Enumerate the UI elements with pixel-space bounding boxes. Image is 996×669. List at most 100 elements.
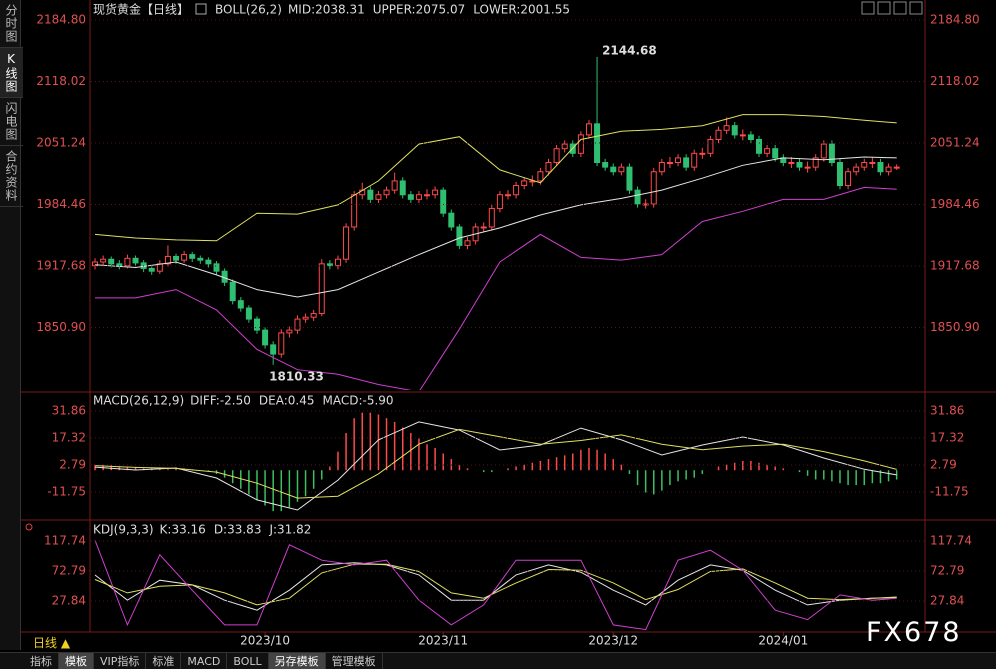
candle-body: [796, 162, 803, 168]
sidebar-tab[interactable]: 分时图: [0, 0, 23, 48]
candle-body: [164, 255, 171, 265]
candle-body: [367, 189, 374, 200]
candle-body: [683, 157, 690, 168]
candle-body: [545, 162, 552, 173]
candle-body: [723, 125, 730, 131]
legend-label: 现货黄金【日线】: [93, 2, 189, 17]
candle-body: [229, 281, 236, 302]
candle-body: [513, 185, 520, 196]
candle-body: [343, 226, 350, 260]
candle-body: [286, 329, 293, 334]
candle-body: [270, 344, 277, 355]
candle-body: [173, 255, 180, 261]
candle-body: [294, 318, 301, 331]
toolbar-tab[interactable]: BOLL: [227, 653, 269, 669]
toolbar-tab[interactable]: VIP指标: [94, 653, 147, 669]
candle-body: [415, 194, 422, 200]
candle-body: [836, 162, 843, 187]
legend-label: J:31.82: [268, 523, 311, 537]
indicator-line: [94, 421, 897, 511]
y-tick-label: 17.32: [52, 431, 86, 445]
candle-body: [877, 162, 884, 173]
toolbar-tab[interactable]: 指标: [24, 653, 59, 669]
candle-body: [488, 208, 495, 228]
low-annotation: 1810.33: [269, 369, 324, 383]
indicator-line: [94, 562, 897, 611]
candle-body: [391, 180, 398, 191]
y-tick-label: 27.84: [52, 594, 86, 608]
candle-body: [585, 123, 592, 136]
candle-body: [675, 157, 682, 164]
toolbar-tab[interactable]: MACD: [181, 653, 228, 669]
y-tick-label: 1984.46: [930, 197, 980, 211]
plot-area: [94, 412, 898, 512]
indicator-line: [94, 563, 897, 606]
sidebar-tab[interactable]: 闪电图: [0, 98, 23, 146]
candle-body: [464, 240, 471, 246]
candle-body: [205, 259, 212, 265]
candle-body: [262, 329, 269, 346]
legend-label: DEA:0.45: [259, 394, 315, 408]
window-controls: [861, 1, 923, 15]
candle-body: [505, 194, 511, 197]
settings-icon[interactable]: [25, 523, 33, 531]
legend-label: DIFF:-2.50: [190, 394, 251, 408]
candle-body: [715, 129, 722, 140]
y-tick-label: 117.74: [44, 533, 86, 547]
sidebar-tab[interactable]: 合约资料: [0, 146, 23, 207]
candle-body: [861, 162, 868, 168]
candle-body: [383, 189, 390, 196]
toolbar-tab[interactable]: 管理模板: [326, 653, 383, 669]
y-tick-label: 117.74: [930, 533, 972, 547]
candle-body: [553, 148, 560, 164]
plot-area: [94, 540, 897, 631]
y-tick-label: 2.79: [59, 458, 86, 472]
toolbar-tab[interactable]: 另存模板: [268, 653, 326, 669]
y-tick-label: 1850.90: [930, 320, 980, 334]
y-tick-label: 31.86: [52, 404, 86, 418]
legend-label: D:33.83: [214, 523, 262, 537]
candle-body: [108, 258, 115, 265]
candle-body: [893, 166, 900, 169]
toolbar-tab[interactable]: 模板: [59, 653, 94, 669]
y-tick-label: 1917.68: [36, 258, 86, 272]
candle-body: [253, 318, 260, 331]
candle-body: [845, 171, 852, 187]
candle-body: [440, 189, 447, 214]
y-tick-label: 27.84: [930, 594, 964, 608]
indicator-line: [94, 540, 897, 631]
period-label[interactable]: 日线: [33, 636, 58, 650]
candle-body: [707, 138, 714, 154]
toolbar-tab[interactable]: 标准: [146, 653, 182, 669]
candle-body: [237, 300, 244, 309]
candle-body: [407, 194, 414, 200]
indicator-line: [95, 186, 897, 390]
y-tick-label: 17.32: [930, 431, 964, 445]
legend-label: LOWER:2001.55: [473, 3, 570, 17]
candle-body: [496, 194, 503, 210]
candle-body: [189, 254, 196, 259]
candle-body: [326, 263, 333, 267]
y-tick-label: -11.75: [930, 485, 969, 499]
period-selector[interactable]: 日线 ▲: [33, 636, 71, 650]
x-tick-label: 2024/01: [758, 634, 808, 648]
legend-label: K:33.16: [160, 523, 206, 537]
candle-body: [610, 166, 617, 173]
candle-body: [626, 166, 633, 191]
x-tick-label: 2023/12: [588, 634, 638, 648]
candle-body: [148, 267, 155, 272]
sidebar-tab[interactable]: K线图: [0, 48, 23, 98]
y-tick-label: 2.79: [930, 458, 957, 472]
candle-body: [731, 125, 738, 136]
watermark: FX678: [866, 617, 962, 648]
candle-body: [739, 134, 746, 137]
candle-body: [351, 194, 358, 228]
candle-body: [869, 162, 876, 165]
candle-body: [853, 166, 860, 173]
y-tick-label: 2184.80: [930, 12, 980, 26]
candle-body: [828, 143, 835, 164]
candle-body: [318, 263, 325, 315]
y-tick-label: 2051.24: [36, 135, 86, 149]
y-tick-label: 1984.46: [36, 197, 86, 211]
